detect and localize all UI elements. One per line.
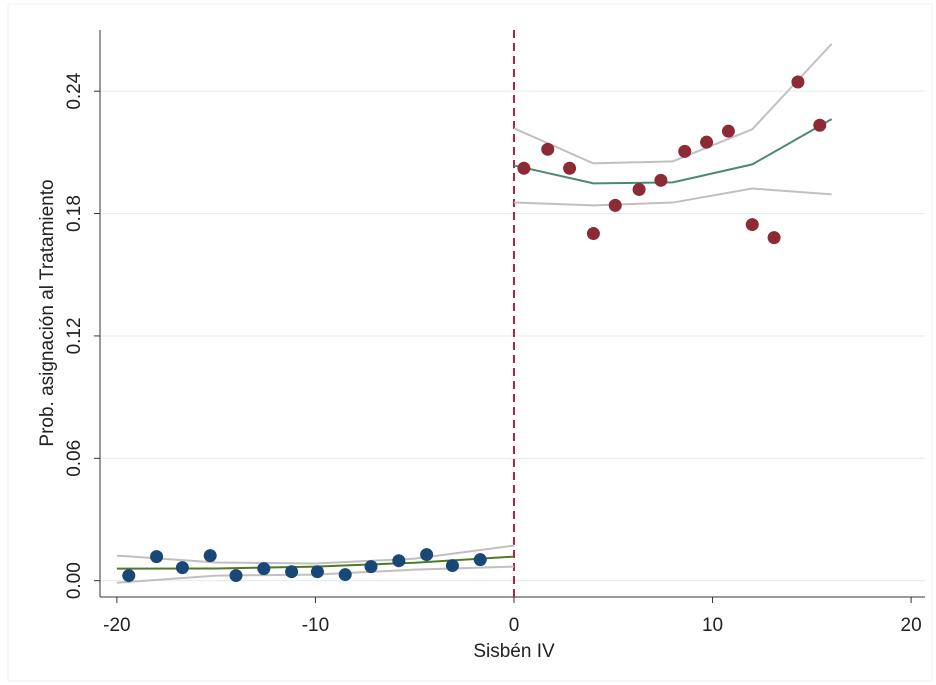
fit-line [513, 187, 832, 207]
point [563, 161, 577, 175]
x-tick-label: -20 [103, 615, 130, 636]
point [257, 562, 271, 576]
point [338, 568, 352, 582]
x-tick-label: 10 [702, 615, 723, 636]
fit-line [513, 43, 833, 165]
point [813, 118, 827, 132]
point [700, 135, 714, 149]
fit-line [513, 118, 833, 185]
y-tick-label: 0.18 [64, 195, 85, 232]
y-tick-label: 0.00 [64, 562, 85, 599]
point [392, 554, 406, 568]
point [229, 569, 243, 583]
point [608, 198, 622, 212]
y-axis-title: Prob. asignación al Tratamiento [37, 179, 58, 446]
point [203, 549, 217, 563]
point [310, 565, 324, 579]
point [541, 142, 555, 156]
x-axis-title: Sisbén IV [473, 641, 555, 662]
y-tick-label: 0.24 [64, 72, 85, 109]
x-tick-label: -10 [302, 615, 329, 636]
point [285, 565, 299, 579]
y-tick-label: 0.12 [64, 317, 85, 354]
point [175, 561, 189, 575]
x-tick-label: 0 [509, 615, 520, 636]
point [517, 161, 531, 175]
point [586, 227, 600, 241]
point [420, 548, 434, 562]
point [791, 75, 805, 89]
y-tick-label: 0.06 [64, 440, 85, 477]
fit-line [116, 544, 515, 565]
x-tick-label: 20 [901, 615, 922, 636]
frame [7, 3, 933, 682]
point [721, 124, 735, 138]
point [150, 550, 164, 564]
point [473, 553, 487, 567]
point [678, 144, 692, 158]
point [364, 560, 378, 574]
point [654, 173, 668, 187]
point [632, 182, 646, 196]
point [745, 218, 759, 232]
point [767, 231, 781, 245]
point [122, 569, 136, 583]
point [445, 559, 459, 573]
